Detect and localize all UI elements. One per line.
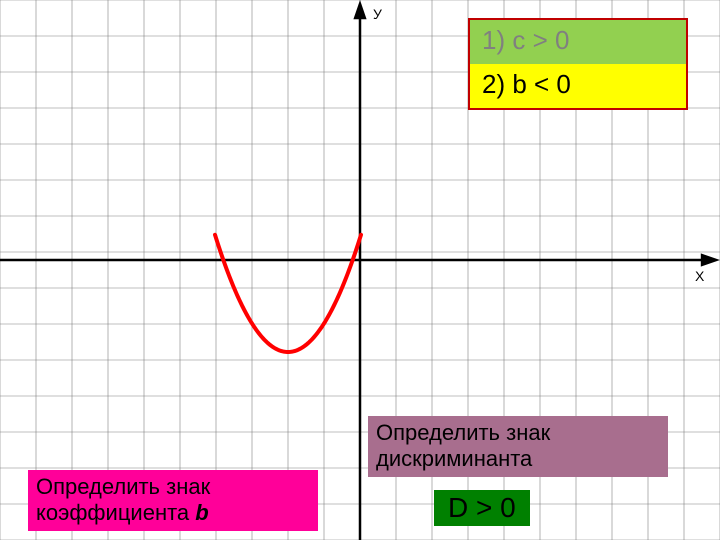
y-axis-label: У xyxy=(373,6,382,22)
answer-line-1: 1) с > 0 xyxy=(470,20,686,64)
task-b-line1: Определить знак xyxy=(36,474,310,500)
task-d-line2: дискриминанта xyxy=(376,446,660,472)
answer-panel: 1) с > 0 2) b < 0 xyxy=(468,18,688,110)
task-d-line1: Определить знак xyxy=(376,420,660,446)
task-discriminant: Определить знак дискриминанта xyxy=(368,416,668,477)
discriminant-answer: D > 0 xyxy=(434,490,530,526)
task-coefficient-b: Определить знак коэффициента b xyxy=(28,470,318,531)
task-b-line2: коэффициента b xyxy=(36,500,310,526)
answer-line-2: 2) b < 0 xyxy=(470,64,686,108)
task-b-var: b xyxy=(195,500,208,525)
x-axis-label: Х xyxy=(695,268,704,284)
